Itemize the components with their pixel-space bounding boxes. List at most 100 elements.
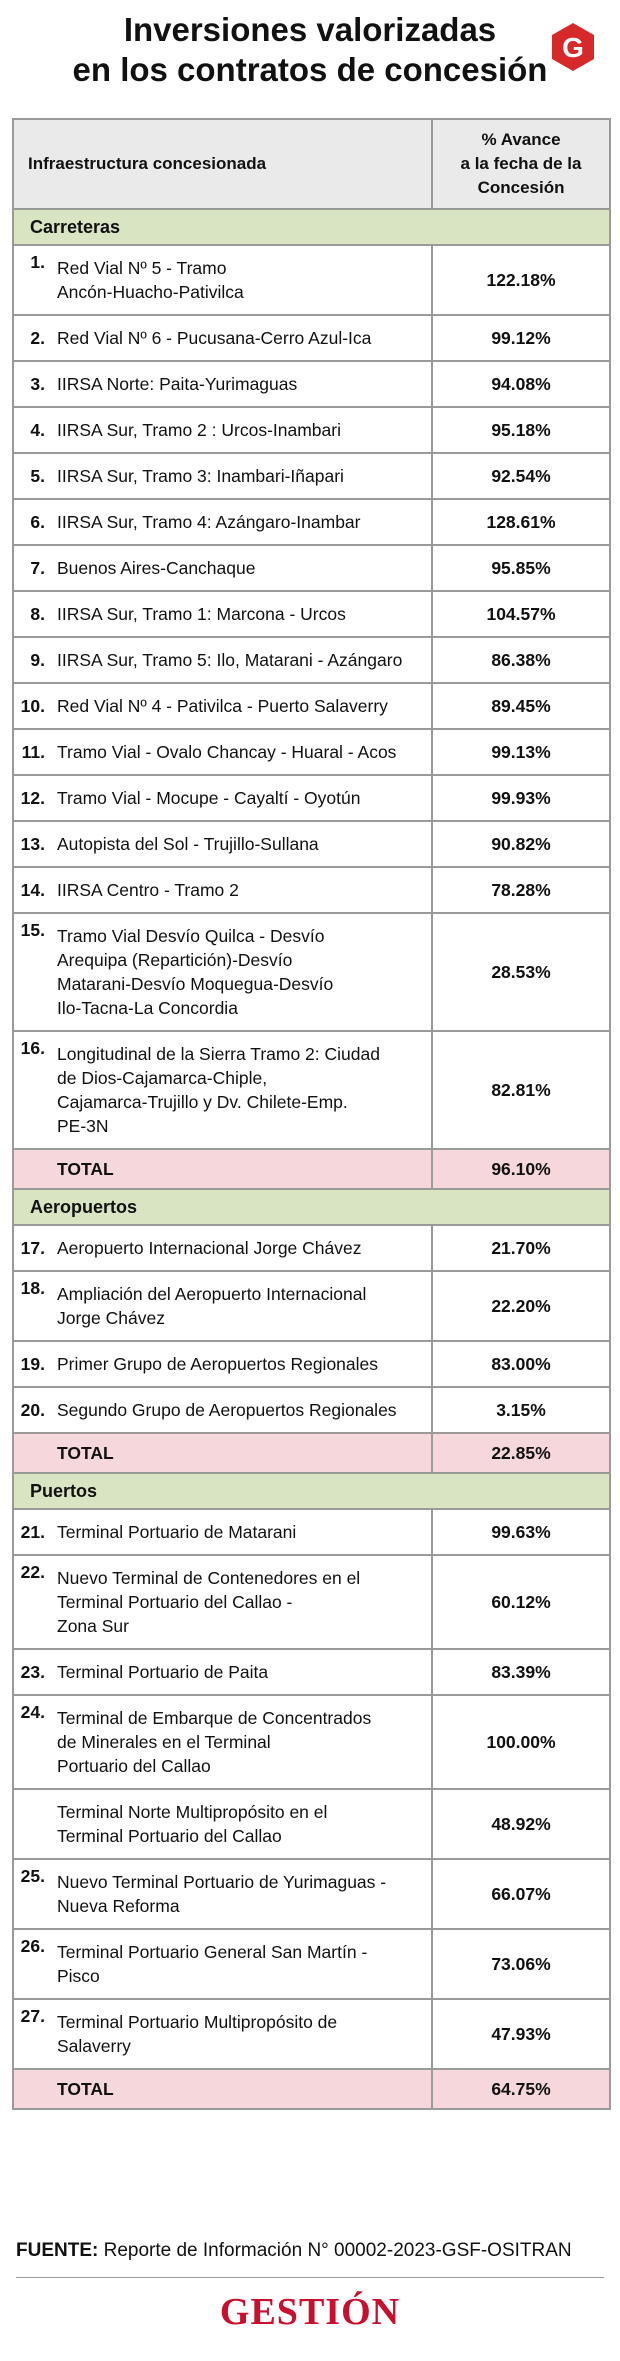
row-value: 21.70%: [431, 1224, 612, 1272]
footer-divider: [16, 2277, 604, 2278]
row-name-line: Terminal Portuario del Callao -: [57, 1592, 293, 1612]
row-number: 26.: [12, 1928, 53, 2000]
section-row: Carreteras: [11, 208, 612, 246]
row-number: 6.: [12, 498, 53, 546]
total-label: TOTAL: [53, 2068, 434, 2110]
table-row: 14. IIRSA Centro - Tramo 2 78.28%: [12, 866, 612, 914]
source-label: FUENTE:: [16, 2240, 99, 2261]
total-value: 22.85%: [431, 1432, 612, 1474]
header-avance-line-2: a la fecha de la: [460, 154, 582, 173]
row-name-line: Red Vial Nº 6 - Pucusana-Cerro Azul-Ica: [57, 328, 372, 348]
table-row: 20. Segundo Grupo de Aeropuertos Regional…: [12, 1386, 612, 1434]
total-spacer: [12, 2068, 53, 2110]
row-name-line: Portuario del Callao: [57, 1756, 211, 1776]
row-name-line: Red Vial Nº 4 - Pativilca - Puerto Salav…: [57, 696, 388, 716]
row-number: 15.: [12, 912, 53, 1032]
row-number: 11.: [12, 728, 53, 776]
row-name-line: Terminal de Embarque de Concentrados: [57, 1708, 372, 1728]
row-name-line: Terminal Portuario de Matarani: [57, 1522, 297, 1542]
table-row: 18. Ampliación del Aeropuerto Internacion…: [12, 1270, 612, 1342]
table-row: 8. IIRSA Sur, Tramo 1: Marcona - Urcos 104…: [12, 590, 612, 638]
row-name-line: Cajamarca-Trujillo y Dv. Chilete-Emp.: [57, 1092, 348, 1112]
table-row: 10. Red Vial Nº 4 - Pativilca - Puerto Sa…: [12, 682, 612, 730]
total-label: TOTAL: [53, 1432, 434, 1474]
row-number: 7.: [12, 544, 53, 592]
table-row: Terminal Norte Multipropósito en el Termi…: [12, 1788, 612, 1860]
row-name-line: Tramo Vial - Ovalo Chancay - Huaral - Ac…: [57, 742, 397, 762]
header-avance-line-3: Concesión: [477, 178, 565, 197]
row-number: 10.: [12, 682, 53, 730]
table-row: 9. IIRSA Sur, Tramo 5: Ilo, Matarani - Az…: [12, 636, 612, 684]
row-value: 99.93%: [431, 774, 612, 822]
row-name: Red Vial Nº 6 - Pucusana-Cerro Azul-Ica: [53, 314, 434, 362]
row-number: 22.: [12, 1554, 53, 1650]
table-row: 15. Tramo Vial Desvío Quilca - Desvío Areq…: [12, 912, 612, 1032]
table-row: 4. IIRSA Sur, Tramo 2 : Urcos-Inambari 95.…: [12, 406, 612, 454]
row-name-line: Jorge Chávez: [57, 1308, 165, 1328]
header-infraestructura: Infraestructura concesionada: [11, 118, 434, 210]
row-name-line: de Minerales en el Terminal: [57, 1732, 271, 1752]
row-name: IIRSA Centro - Tramo 2: [53, 866, 434, 914]
table-row: 2. Red Vial Nº 6 - Pucusana-Cerro Azul-Ic…: [12, 314, 612, 362]
total-value: 64.75%: [431, 2068, 612, 2110]
row-name: Autopista del Sol - Trujillo-Sullana: [53, 820, 434, 868]
concessions-table: Infraestructura concesionada % Avance a …: [11, 118, 612, 2110]
row-number: [12, 1788, 53, 1860]
row-number: 21.: [12, 1508, 53, 1556]
table-row: 11. Tramo Vial - Ovalo Chancay - Huaral -…: [12, 728, 612, 776]
row-name-line: Nuevo Terminal de Contenedores en el: [57, 1568, 361, 1588]
section-row: Aeropuertos: [11, 1188, 612, 1226]
row-value: 78.28%: [431, 866, 612, 914]
row-name-line: IIRSA Norte: Paita-Yurimaguas: [57, 374, 298, 394]
total-value: 96.10%: [431, 1148, 612, 1190]
row-value: 104.57%: [431, 590, 612, 638]
row-name: IIRSA Sur, Tramo 1: Marcona - Urcos: [53, 590, 434, 638]
row-number: 19.: [12, 1340, 53, 1388]
row-number: 3.: [12, 360, 53, 408]
table-body: Infraestructura concesionada % Avance a …: [11, 118, 612, 2110]
row-name: Terminal Portuario Multipropósito de Sala…: [53, 1998, 434, 2070]
row-name-line: Buenos Aires-Canchaque: [57, 558, 256, 578]
row-value: 86.38%: [431, 636, 612, 684]
row-name: Aeropuerto Internacional Jorge Chávez: [53, 1224, 434, 1272]
table-row: 24. Terminal de Embarque de Concentrados d…: [12, 1694, 612, 1790]
table-row: 6. IIRSA Sur, Tramo 4: Azángaro-Inambar 12…: [12, 498, 612, 546]
row-name: Segundo Grupo de Aeropuertos Regionales: [53, 1386, 434, 1434]
row-name-line: Tramo Vial - Mocupe - Cayaltí - Oyotún: [57, 788, 361, 808]
row-number: 25.: [12, 1858, 53, 1930]
row-number: 16.: [12, 1030, 53, 1150]
row-name: Nuevo Terminal Portuario de Yurimaguas -…: [53, 1858, 434, 1930]
table-row: 25. Nuevo Terminal Portuario de Yurimagua…: [12, 1858, 612, 1930]
row-value: 66.07%: [431, 1858, 612, 1930]
row-name: Terminal Portuario de Paita: [53, 1648, 434, 1696]
total-spacer: [12, 1148, 53, 1190]
row-number: 17.: [12, 1224, 53, 1272]
row-name-line: de Dios-Cajamarca-Chiple,: [57, 1068, 268, 1088]
table-row: 3. IIRSA Norte: Paita-Yurimaguas 94.08%: [12, 360, 612, 408]
row-name-line: Ilo-Tacna-La Concordia: [57, 998, 238, 1018]
row-value: 99.63%: [431, 1508, 612, 1556]
row-value: 73.06%: [431, 1928, 612, 2000]
table-row: 26. Terminal Portuario General San Martín…: [12, 1928, 612, 2000]
row-value: 83.39%: [431, 1648, 612, 1696]
row-name-line: Ancón-Huacho-Pativilca: [57, 282, 244, 302]
row-name: Nuevo Terminal de Contenedores en el Term…: [53, 1554, 434, 1650]
section-label: Aeropuertos: [11, 1188, 612, 1226]
row-number: 8.: [12, 590, 53, 638]
row-name-line: PE-3N: [57, 1116, 109, 1136]
section-label: Carreteras: [11, 208, 612, 246]
section-label: Puertos: [11, 1472, 612, 1510]
row-name-line: Nuevo Terminal Portuario de Yurimaguas -: [57, 1872, 387, 1892]
row-name: IIRSA Sur, Tramo 5: Ilo, Matarani - Azán…: [53, 636, 434, 684]
row-value: 89.45%: [431, 682, 612, 730]
table-row: 17. Aeropuerto Internacional Jorge Chávez…: [12, 1224, 612, 1272]
row-value: 99.12%: [431, 314, 612, 362]
row-name-line: IIRSA Sur, Tramo 5: Ilo, Matarani - Azán…: [57, 650, 403, 670]
row-name-line: Aeropuerto Internacional Jorge Chávez: [57, 1238, 362, 1258]
table-row: 27. Terminal Portuario Multipropósito de S…: [12, 1998, 612, 2070]
row-value: 48.92%: [431, 1788, 612, 1860]
row-number: 1.: [12, 244, 53, 316]
title-line-1: Inversiones valorizadas: [123, 11, 497, 48]
table-row: 5. IIRSA Sur, Tramo 3: Inambari-Iñapari 92…: [12, 452, 612, 500]
total-label: TOTAL: [53, 1148, 434, 1190]
